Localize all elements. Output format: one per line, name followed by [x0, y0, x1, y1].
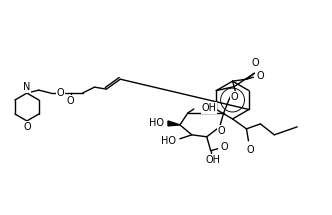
- Text: OH: OH: [202, 103, 217, 113]
- Text: HO: HO: [161, 136, 176, 146]
- Text: O: O: [252, 58, 259, 68]
- Polygon shape: [168, 121, 180, 126]
- Text: N: N: [23, 82, 31, 92]
- Text: O: O: [230, 92, 238, 102]
- Text: O: O: [247, 145, 254, 155]
- Text: O: O: [57, 88, 64, 98]
- Text: O: O: [67, 96, 74, 106]
- Text: O: O: [23, 122, 31, 132]
- Text: HO: HO: [149, 118, 164, 128]
- Text: O: O: [221, 142, 228, 152]
- Text: O: O: [218, 126, 225, 136]
- Text: OH: OH: [205, 155, 220, 165]
- Text: O: O: [256, 71, 264, 81]
